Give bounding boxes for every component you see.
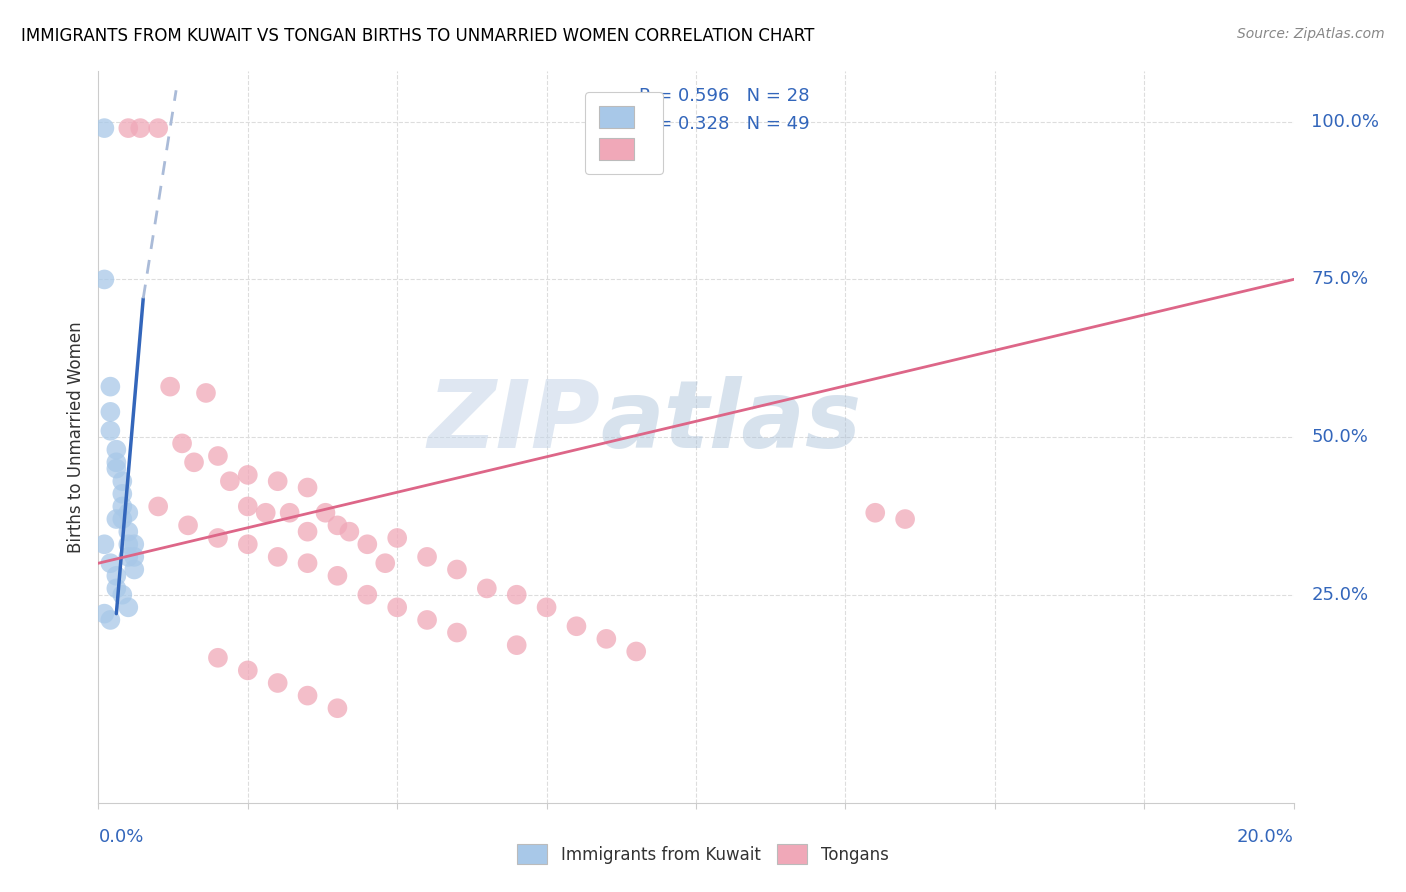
Text: 0.0%: 0.0% — [98, 828, 143, 846]
Legend: , : , — [585, 92, 664, 174]
Point — [267, 549, 290, 564]
Point — [267, 474, 290, 488]
Text: 20.0%: 20.0% — [1237, 828, 1294, 846]
Legend: Immigrants from Kuwait, Tongans: Immigrants from Kuwait, Tongans — [510, 838, 896, 871]
Text: 50.0%: 50.0% — [1312, 428, 1368, 446]
Point — [195, 386, 218, 401]
Point — [536, 600, 558, 615]
Point — [297, 556, 319, 570]
Point — [446, 625, 468, 640]
Text: Source: ZipAtlas.com: Source: ZipAtlas.com — [1237, 27, 1385, 41]
Point — [148, 500, 170, 514]
Point — [339, 524, 361, 539]
Point — [124, 537, 146, 551]
Text: 25.0%: 25.0% — [1312, 586, 1368, 604]
Point — [297, 689, 319, 703]
Point — [416, 613, 439, 627]
Point — [98, 424, 122, 438]
Point — [124, 549, 146, 564]
Point — [105, 461, 128, 475]
Text: ZIP: ZIP — [427, 376, 600, 468]
Point — [117, 121, 139, 136]
Point — [183, 455, 205, 469]
Point — [506, 588, 529, 602]
Point — [626, 644, 648, 658]
Text: R = 0.596   N = 28: R = 0.596 N = 28 — [638, 87, 808, 105]
Point — [297, 524, 319, 539]
Point — [111, 500, 134, 514]
Point — [506, 638, 529, 652]
Point — [105, 455, 128, 469]
Point — [117, 524, 139, 539]
Point — [148, 121, 170, 136]
Point — [356, 588, 378, 602]
Point — [159, 379, 181, 393]
Point — [207, 531, 229, 545]
Point — [93, 121, 115, 136]
Point — [129, 121, 152, 136]
Point — [278, 506, 301, 520]
Point — [105, 442, 128, 457]
Point — [93, 537, 115, 551]
Point — [219, 474, 242, 488]
Point — [315, 506, 337, 520]
Point — [111, 474, 134, 488]
Point — [865, 506, 887, 520]
Point — [446, 562, 468, 576]
Point — [117, 506, 139, 520]
Point — [236, 537, 259, 551]
Text: IMMIGRANTS FROM KUWAIT VS TONGAN BIRTHS TO UNMARRIED WOMEN CORRELATION CHART: IMMIGRANTS FROM KUWAIT VS TONGAN BIRTHS … — [21, 27, 814, 45]
Point — [267, 676, 290, 690]
Point — [236, 500, 259, 514]
Point — [98, 613, 122, 627]
Point — [124, 562, 146, 576]
Point — [93, 607, 115, 621]
Point — [565, 619, 588, 633]
Point — [98, 556, 122, 570]
Point — [236, 467, 259, 482]
Point — [894, 512, 917, 526]
Point — [416, 549, 439, 564]
Point — [385, 600, 409, 615]
Point — [326, 569, 349, 583]
Point — [105, 512, 128, 526]
Point — [172, 436, 194, 450]
Point — [98, 405, 122, 419]
Point — [374, 556, 396, 570]
Point — [475, 582, 498, 596]
Text: 75.0%: 75.0% — [1312, 270, 1368, 288]
Text: R = 0.328   N = 49: R = 0.328 N = 49 — [638, 115, 810, 133]
Point — [254, 506, 277, 520]
Point — [356, 537, 378, 551]
Point — [297, 481, 319, 495]
Point — [117, 600, 139, 615]
Text: atlas: atlas — [600, 376, 862, 468]
Point — [117, 549, 139, 564]
Point — [207, 449, 229, 463]
Point — [98, 379, 122, 393]
Text: 100.0%: 100.0% — [1312, 112, 1379, 131]
Point — [236, 664, 259, 678]
Y-axis label: Births to Unmarried Women: Births to Unmarried Women — [66, 321, 84, 553]
Point — [177, 518, 200, 533]
Point — [111, 588, 134, 602]
Point — [595, 632, 617, 646]
Point — [93, 272, 115, 286]
Point — [385, 531, 409, 545]
Point — [207, 650, 229, 665]
Point — [111, 487, 134, 501]
Point — [105, 569, 128, 583]
Point — [111, 512, 134, 526]
Point — [117, 537, 139, 551]
Point — [326, 701, 349, 715]
Point — [105, 582, 128, 596]
Point — [326, 518, 349, 533]
